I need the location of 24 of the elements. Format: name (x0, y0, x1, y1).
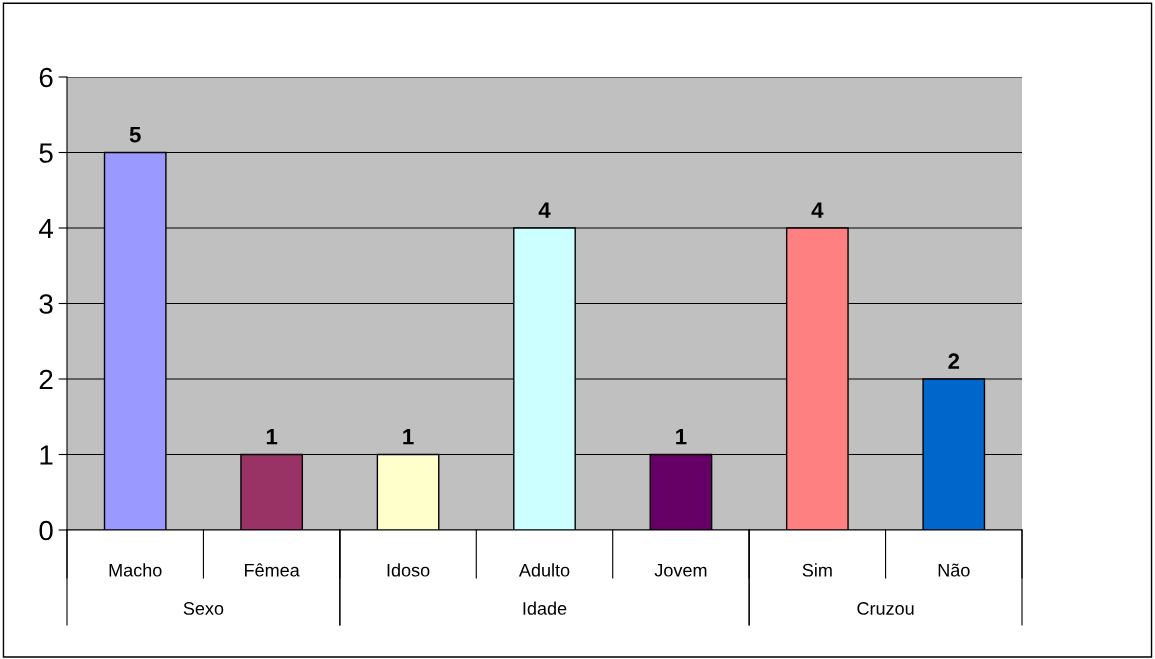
y-tick-label: 3 (39, 294, 53, 314)
y-tick-label: 4 (39, 218, 53, 239)
x-tick-label: Adulto (518, 563, 570, 577)
data-label: 4 (538, 202, 551, 218)
y-tick-label: 5 (39, 143, 53, 163)
data-label: 1 (266, 429, 278, 445)
x-tick-label: Fêmea (245, 563, 300, 577)
x-tick-label: Não (938, 563, 970, 577)
data-label: 4 (811, 202, 824, 218)
data-label: 1 (403, 429, 414, 445)
x-tick-label: Idoso (387, 563, 430, 577)
x-tick-label: Macho (109, 563, 162, 577)
y-tick-label: 2 (39, 369, 53, 390)
text: Sexo (183, 602, 224, 615)
text: Cruzou (857, 602, 914, 615)
y-tick-label: 1 (40, 445, 53, 465)
data-label: 5 (129, 127, 141, 143)
x-tick-label: Jovem (654, 564, 707, 577)
y-tick-label: 6 (39, 67, 53, 88)
data-label: 2 (948, 353, 960, 369)
x-tick-label: Sim (802, 563, 832, 577)
text: Idade (523, 601, 567, 615)
y-tick-label: 0 (39, 520, 53, 541)
data-label: 1 (676, 429, 687, 445)
